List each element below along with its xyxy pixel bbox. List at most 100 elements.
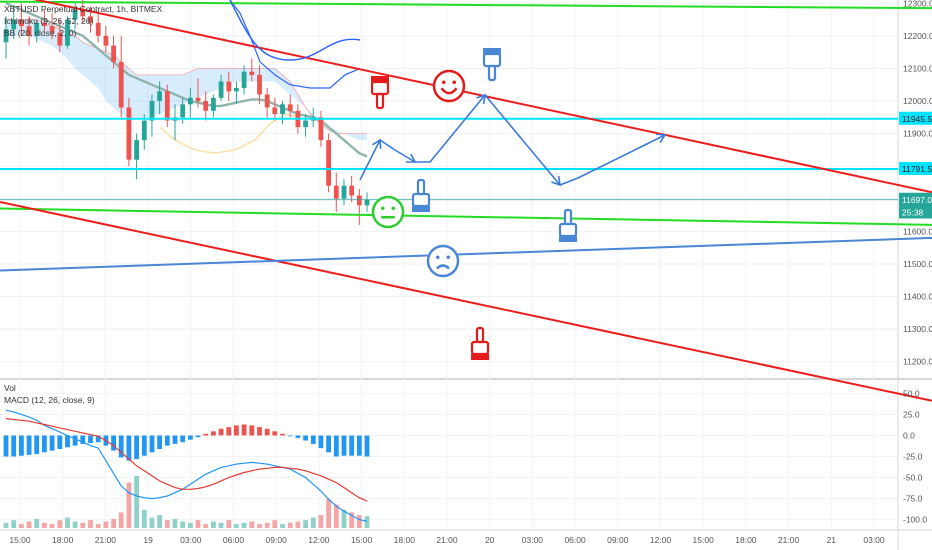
arrow-head xyxy=(476,93,486,105)
macd-histogram-bar xyxy=(234,425,239,436)
candle-body xyxy=(249,71,255,75)
red-trend-line xyxy=(0,201,932,402)
volume-bar xyxy=(19,524,24,528)
candle-body xyxy=(341,185,347,199)
macd-histogram-bar xyxy=(57,435,63,449)
candle-body xyxy=(26,26,32,36)
volume-bar xyxy=(80,522,86,528)
candle-body xyxy=(103,35,109,46)
hand-palm xyxy=(370,80,390,96)
volume-bar xyxy=(72,521,78,528)
indicator-pane-bg xyxy=(0,380,898,530)
price-tag-label: 11945.5 xyxy=(902,114,932,124)
candle-body xyxy=(211,97,216,111)
candle-body xyxy=(364,199,370,206)
volume-bar xyxy=(356,515,362,528)
volume-bar xyxy=(141,509,147,528)
time-tick-label: 06:00 xyxy=(223,535,245,545)
hand-cuff xyxy=(371,76,389,82)
face-outline xyxy=(426,244,460,278)
hand-finger xyxy=(416,178,426,196)
freehand-curve xyxy=(229,0,361,61)
candle-body xyxy=(88,16,93,23)
macd-histogram-bar xyxy=(3,435,9,457)
candle-body xyxy=(349,185,355,196)
volume-bar xyxy=(88,520,93,528)
volume-bar xyxy=(3,522,9,528)
macd-histogram-bar xyxy=(287,435,293,437)
candle-body xyxy=(19,19,24,27)
candle-body xyxy=(257,74,262,95)
macd-volume-pane xyxy=(3,409,370,528)
volume-bar xyxy=(303,520,308,528)
volume-bar xyxy=(203,524,209,528)
volume-bar xyxy=(172,518,178,528)
time-tick-label: 18:00 xyxy=(735,535,757,545)
volume-bar xyxy=(364,516,370,528)
price-tick-label: 11200.0 xyxy=(903,357,932,367)
price-tick-label: 11300.0 xyxy=(903,324,932,334)
symbol-title: XBTUSD Perpetual Contract, 1h, BITMEX xyxy=(4,4,163,14)
macd-histogram-bar xyxy=(326,435,331,453)
price-tag xyxy=(899,205,932,219)
volume-bar xyxy=(310,517,316,528)
macd-histogram-bar xyxy=(333,435,339,457)
price-pane-bg xyxy=(0,0,898,378)
price-axis[interactable]: 12300.012200.012100.012000.011900.011800… xyxy=(899,0,932,367)
happy-face-icon xyxy=(432,69,466,103)
macd-histogram-bar xyxy=(141,435,147,456)
macd-histogram-bar xyxy=(180,435,186,443)
hand-cuff xyxy=(559,236,577,242)
price-tick-label: 12300.0 xyxy=(903,0,932,8)
candle-body xyxy=(34,22,40,36)
time-tick-label: 18:00 xyxy=(52,535,74,545)
price-tag xyxy=(899,161,932,175)
candle-body xyxy=(180,104,186,118)
face-eye xyxy=(391,206,396,211)
worried-face-icon xyxy=(426,244,460,278)
candle-body xyxy=(95,22,101,36)
macd-histogram-bar xyxy=(34,435,40,454)
time-tick-label: 06:00 xyxy=(564,535,586,545)
volume-bar xyxy=(234,524,239,528)
macd-histogram-bar xyxy=(249,425,255,436)
time-tick-label: 03:00 xyxy=(522,535,544,545)
volume-bar xyxy=(326,499,331,528)
candle-body xyxy=(318,117,324,141)
blue-hand-icon xyxy=(411,178,431,212)
macd-histogram-bar xyxy=(211,431,216,436)
time-tick-label: 03:00 xyxy=(180,535,202,545)
hand-cuff xyxy=(412,206,430,212)
candle-body xyxy=(287,104,293,111)
candle-body xyxy=(326,140,331,186)
grid-lines xyxy=(0,0,898,530)
arrow-head xyxy=(551,175,561,187)
red-hand-icon xyxy=(470,326,490,360)
candle-body xyxy=(72,9,78,20)
volume-bar xyxy=(249,521,255,528)
price-tag-label: 25:38 xyxy=(902,207,924,217)
time-tick-label: 21:00 xyxy=(778,535,800,545)
candle-body xyxy=(65,19,70,46)
face-eye xyxy=(446,255,451,260)
volume-bar xyxy=(180,521,186,528)
candle-body xyxy=(226,81,232,92)
time-axis[interactable]: 15:00 18:00 21:00 19 03:00 06:00 09:00 12:00 15:… xyxy=(9,535,885,545)
candle-body xyxy=(118,61,124,108)
macd-label: MACD (12, 26, close, 9) xyxy=(4,395,95,405)
macd-histogram-bar xyxy=(341,435,347,456)
hand-finger xyxy=(375,92,385,110)
macd-histogram-bar xyxy=(310,435,316,444)
blue-hand-icon xyxy=(558,208,578,242)
face-eye xyxy=(435,255,440,260)
candle-body xyxy=(203,101,209,111)
macd-histogram-bar xyxy=(134,435,139,460)
time-tick-label: 21 xyxy=(827,535,837,545)
time-tick-label: 09:00 xyxy=(607,535,629,545)
macd-histogram-bar xyxy=(26,435,32,455)
candle-body xyxy=(157,91,162,101)
volume-bar xyxy=(280,524,285,528)
macd-histogram-bar xyxy=(11,435,17,457)
neutral-face-icon xyxy=(371,195,405,229)
bb-lower-band xyxy=(159,113,301,155)
